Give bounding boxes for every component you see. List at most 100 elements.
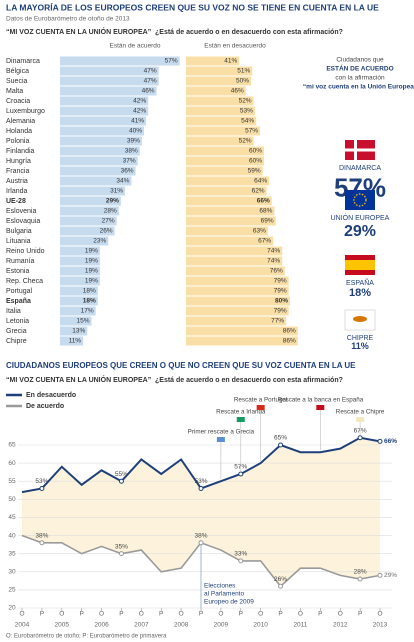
country-label: Croacia bbox=[6, 98, 30, 105]
agree-bar bbox=[60, 76, 159, 86]
disagree-bar bbox=[186, 106, 255, 116]
disagree-bar bbox=[186, 266, 285, 276]
agree-bar bbox=[60, 266, 100, 276]
annotation-label: Rescate a Irlanda bbox=[216, 409, 266, 416]
agree-bar bbox=[60, 56, 180, 66]
flag bbox=[345, 190, 375, 210]
disagree-bar bbox=[186, 216, 276, 226]
disagree-bar bbox=[186, 286, 289, 296]
agree-bar bbox=[60, 336, 84, 346]
highlight-value: 18% bbox=[349, 287, 371, 299]
country-label: Lituania bbox=[6, 238, 31, 245]
x-tick-label: O bbox=[218, 611, 223, 618]
column-header: Están en desacuerdo bbox=[204, 43, 266, 50]
point bbox=[39, 485, 45, 491]
y-tick-label: 25 bbox=[8, 587, 16, 594]
country-label: UE-28 bbox=[6, 198, 26, 205]
disagree-bar bbox=[186, 306, 289, 316]
disagree-bar bbox=[186, 226, 268, 236]
y-tick-label: 55 bbox=[8, 478, 16, 485]
x-tick-label: O bbox=[377, 611, 382, 618]
agree-bar bbox=[60, 196, 121, 206]
highlight-name: CHIPRE bbox=[347, 335, 374, 342]
chart-title: CIUDADANOS EUROPEOS QUE CREEN O QUE NO C… bbox=[6, 361, 356, 370]
country-label: Bulgaria bbox=[6, 228, 32, 235]
year-label: 2006 bbox=[94, 622, 109, 629]
highlight-value: 29% bbox=[344, 223, 376, 240]
highlight-value: 11% bbox=[351, 341, 369, 351]
disagree-bar bbox=[186, 206, 275, 216]
disagree-bar bbox=[186, 326, 298, 336]
disagree-label: 69% bbox=[261, 218, 274, 225]
disagree-label: 74% bbox=[267, 258, 280, 265]
disagree-label: 62% bbox=[252, 188, 265, 195]
value-label: 35% bbox=[115, 543, 128, 550]
agree-bar bbox=[60, 66, 159, 76]
disagree-label: 60% bbox=[249, 148, 262, 155]
agree-bar bbox=[60, 106, 149, 116]
y-tick-label: 50 bbox=[8, 496, 16, 503]
agree-bar bbox=[60, 176, 132, 186]
disagree-bar bbox=[186, 116, 257, 126]
agree-label: 19% bbox=[85, 278, 98, 285]
agree-label: 11% bbox=[69, 338, 82, 345]
country-label: Polonia bbox=[6, 138, 29, 145]
value-label: 38% bbox=[35, 533, 48, 540]
agree-label: 47% bbox=[144, 68, 157, 75]
value-label: 28% bbox=[354, 569, 367, 576]
disagree-label: 50% bbox=[236, 78, 249, 85]
disagree-bar bbox=[186, 336, 298, 346]
agree-bar bbox=[60, 156, 138, 166]
agree-label: 46% bbox=[142, 88, 155, 95]
disagree-label: 46% bbox=[231, 88, 244, 95]
disagree-bar bbox=[186, 236, 274, 246]
flag bbox=[353, 316, 367, 322]
agree-bar bbox=[60, 126, 144, 136]
agree-label: 37% bbox=[123, 158, 136, 165]
event-label: al Parlamento bbox=[204, 591, 244, 598]
disagree-label: 51% bbox=[237, 68, 250, 75]
value-label: 26% bbox=[274, 576, 287, 583]
disagree-bar bbox=[186, 56, 240, 66]
x-tick-label: P bbox=[239, 611, 243, 618]
year-label: 2012 bbox=[333, 622, 348, 629]
disagree-bar bbox=[186, 96, 254, 106]
disagree-label: 53% bbox=[240, 108, 253, 115]
x-tick-label: O bbox=[19, 611, 24, 618]
agree-bar bbox=[60, 206, 119, 216]
annotation-flag bbox=[236, 417, 245, 422]
country-label: Letonia bbox=[6, 318, 29, 325]
y-tick-label: 40 bbox=[8, 532, 16, 539]
panel-text: ESTÁN DE ACUERDO bbox=[326, 64, 393, 73]
country-label: Chipre bbox=[6, 338, 27, 345]
disagree-label: 77% bbox=[271, 318, 284, 325]
agree-label: 36% bbox=[121, 168, 134, 175]
country-label: Rumanía bbox=[6, 258, 35, 265]
disagree-bar bbox=[186, 256, 283, 266]
agree-label: 19% bbox=[85, 268, 98, 275]
country-label: Bélgica bbox=[6, 68, 29, 75]
year-label: 2013 bbox=[373, 622, 388, 629]
agree-label: 18% bbox=[83, 298, 96, 305]
agree-bar bbox=[60, 286, 98, 296]
country-label: Reino Unido bbox=[6, 248, 45, 255]
agree-label: 26% bbox=[100, 228, 113, 235]
flag bbox=[345, 148, 375, 152]
value-label: 53% bbox=[194, 478, 207, 485]
year-label: 2011 bbox=[293, 622, 307, 629]
disagree-bar bbox=[186, 156, 264, 166]
y-tick-label: 45 bbox=[8, 514, 16, 521]
disagree-label: 74% bbox=[267, 248, 280, 255]
country-label: Finlandia bbox=[6, 148, 35, 155]
event-label: Elecciones bbox=[204, 583, 236, 590]
point bbox=[238, 558, 244, 564]
agree-bar bbox=[60, 256, 100, 266]
y-tick-label: 20 bbox=[8, 605, 16, 612]
agree-label: 57% bbox=[165, 58, 178, 65]
annotation-label: Primer rescate a Grecia bbox=[188, 429, 255, 436]
agree-bar bbox=[60, 316, 92, 326]
disagree-label: 80% bbox=[275, 298, 288, 305]
agree-bar bbox=[60, 326, 88, 336]
disagree-bar bbox=[186, 276, 289, 286]
